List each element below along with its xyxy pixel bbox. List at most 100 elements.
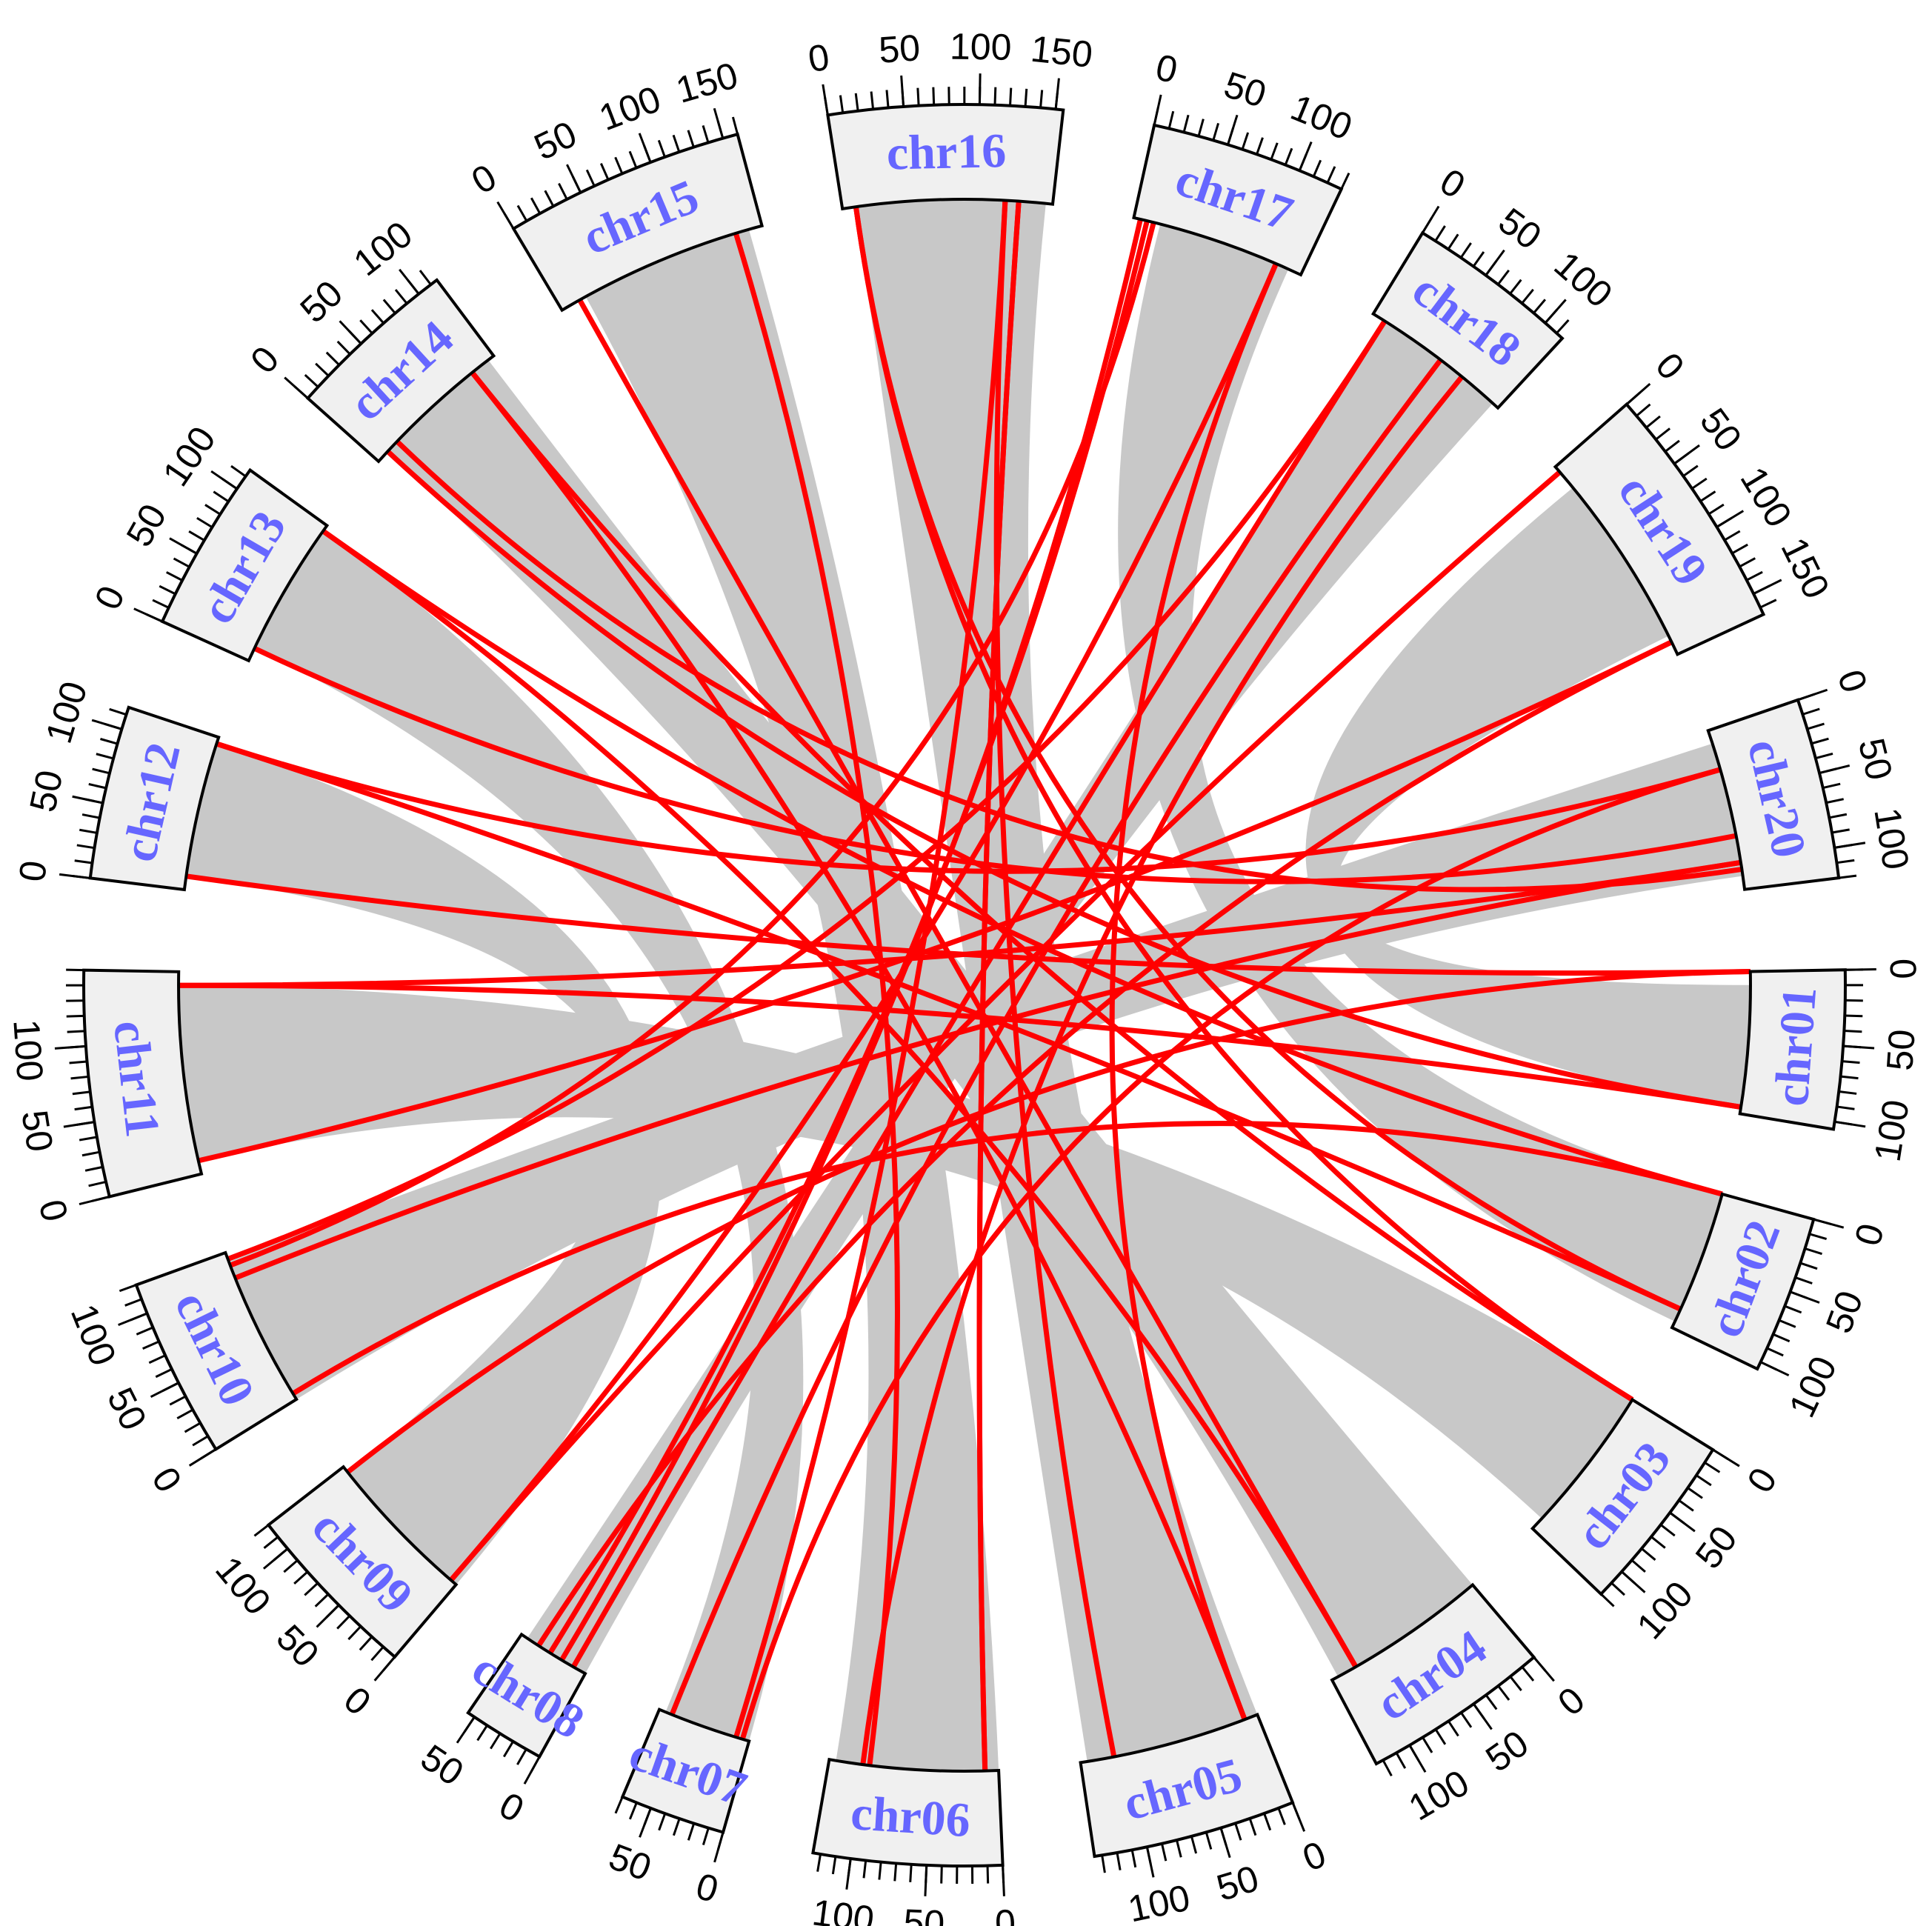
ideogram: [1330, 1582, 1536, 1766]
major-tick: [79, 1196, 110, 1206]
ribbon: [227, 743, 1743, 1399]
minor-tick: [687, 130, 695, 148]
minor-tick: [816, 1853, 822, 1872]
minor-tick: [283, 1559, 299, 1573]
minor-tick: [909, 1864, 913, 1882]
tick-label: 50: [1692, 401, 1750, 459]
tick-label: 100: [593, 78, 666, 139]
minor-tick: [1708, 503, 1725, 516]
minor-tick: [1836, 1105, 1855, 1110]
ribbon: [1305, 487, 1751, 1107]
major-tick: [822, 84, 829, 116]
major-tick: [713, 107, 724, 139]
minor-tick: [628, 1802, 638, 1820]
major-tick: [150, 1382, 179, 1399]
minor-tick: [1655, 427, 1671, 441]
ideogram: [1079, 1712, 1295, 1859]
minor-tick: [382, 299, 396, 314]
major-tick: [1544, 299, 1567, 324]
ideogram: [1553, 401, 1766, 656]
major-tick: [63, 1121, 95, 1128]
major-tick: [59, 873, 91, 879]
minor-tick: [1521, 1666, 1535, 1682]
minor-tick: [1691, 477, 1708, 490]
ideogram: [88, 705, 221, 892]
minor-tick: [152, 599, 170, 609]
minor-tick: [672, 134, 681, 153]
major-tick: [456, 1716, 476, 1744]
minor-tick: [1460, 1712, 1473, 1728]
minor-tick: [1459, 242, 1472, 259]
major-tick: [339, 320, 362, 344]
ideogram: [160, 467, 330, 663]
major-tick: [1227, 114, 1239, 145]
major-tick: [316, 1604, 340, 1628]
minor-tick: [359, 1636, 373, 1651]
minor-tick: [192, 1435, 209, 1447]
ideogram: [82, 968, 204, 1199]
major-tick: [978, 73, 982, 105]
major-tick: [1473, 1703, 1493, 1730]
minor-tick: [196, 516, 213, 529]
tick-label: 0: [692, 1865, 723, 1910]
major-tick: [1054, 78, 1060, 110]
ideogram: [1370, 230, 1565, 410]
minor-tick: [159, 584, 176, 596]
major-tick: [118, 1312, 148, 1327]
minor-tick: [79, 1136, 98, 1142]
tick-label: 100: [1402, 1762, 1476, 1828]
tick-label: 100: [1732, 460, 1799, 534]
minor-tick: [932, 87, 936, 105]
tick-label: 0: [805, 36, 832, 81]
tick-label: 150: [672, 54, 743, 111]
minor-tick: [1497, 269, 1510, 285]
major-tick: [210, 470, 238, 490]
links-layer: [178, 199, 1751, 1771]
minor-tick: [419, 270, 432, 286]
link: [993, 200, 1117, 1758]
major-tick: [1408, 1745, 1427, 1773]
tick-label: 0: [11, 859, 55, 884]
minor-tick: [314, 1593, 330, 1607]
major-tick: [1621, 1570, 1646, 1593]
minor-tick: [304, 1582, 319, 1596]
link: [976, 201, 1022, 1771]
link: [185, 873, 1751, 976]
minor-tick: [136, 1326, 154, 1336]
link: [1109, 262, 1279, 1721]
minor-tick: [1312, 159, 1322, 177]
minor-tick: [1270, 142, 1279, 160]
minor-tick: [1277, 1807, 1286, 1825]
major-tick: [1760, 1361, 1790, 1377]
minor-tick: [839, 95, 845, 113]
minor-tick: [304, 373, 319, 388]
minor-tick: [1645, 415, 1661, 429]
minor-tick: [870, 91, 875, 110]
tick-label: 150: [1029, 28, 1095, 76]
link: [178, 982, 1742, 1110]
minor-tick: [1839, 1090, 1857, 1095]
minor-tick: [1630, 1559, 1646, 1573]
minor-tick: [1641, 1547, 1656, 1561]
link: [470, 370, 1248, 1721]
minor-tick: [516, 1748, 527, 1765]
tick-label: 150: [1773, 531, 1837, 605]
ideogram: [466, 1632, 587, 1759]
minor-tick: [1497, 1685, 1510, 1701]
minor-tick: [1326, 166, 1336, 184]
minor-tick: [490, 1733, 502, 1750]
major-tick: [1813, 1218, 1845, 1229]
minor-tick: [1509, 1676, 1522, 1692]
minor-tick: [1447, 233, 1459, 250]
major-tick: [900, 75, 905, 107]
chromosome-label: chr06: [849, 1786, 972, 1847]
link: [853, 206, 1682, 1312]
minor-tick: [81, 813, 100, 819]
minor-tick: [1610, 1582, 1625, 1596]
major-tick: [1797, 688, 1828, 702]
major-tick: [1625, 382, 1651, 405]
minor-tick: [1340, 172, 1350, 190]
major-tick: [713, 1832, 724, 1863]
minor-tick: [476, 1725, 488, 1742]
minor-tick: [1773, 1333, 1791, 1343]
